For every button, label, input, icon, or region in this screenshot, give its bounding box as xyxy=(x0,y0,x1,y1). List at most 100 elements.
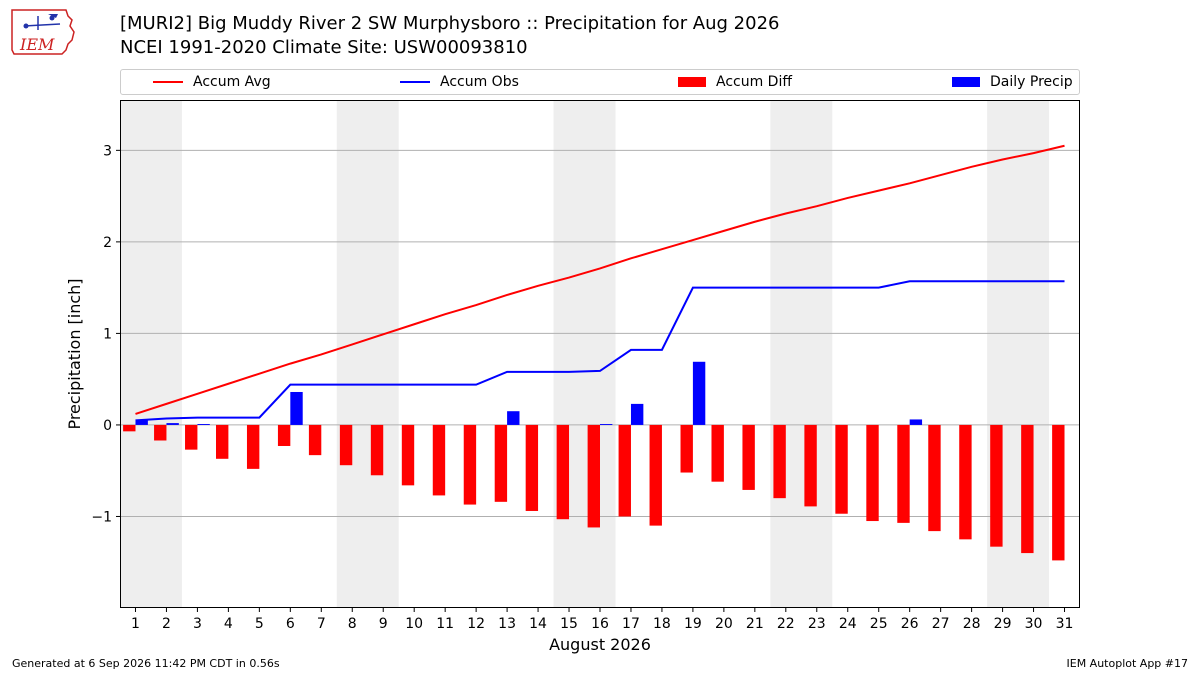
xtick-label-3: 3 xyxy=(193,616,202,632)
legend-label-accum-obs: Accum Obs xyxy=(440,74,519,90)
daily-bar-day-19 xyxy=(692,361,706,425)
xtick-label-17: 17 xyxy=(622,616,640,632)
xtick-label-25: 25 xyxy=(870,616,888,632)
xtick-label-12: 12 xyxy=(467,616,485,632)
xtick-label-23: 23 xyxy=(808,616,826,632)
legend-label-accum-avg: Accum Avg xyxy=(193,74,271,90)
legend-swatch-accum-obs xyxy=(400,81,430,83)
diff-bar-day-31 xyxy=(1052,424,1065,561)
diff-bar-day-22 xyxy=(773,424,786,499)
xtick-label-20: 20 xyxy=(715,616,733,632)
weekend-band-4 xyxy=(770,100,833,608)
xtick-label-2: 2 xyxy=(162,616,171,632)
legend-label-daily-precip: Daily Precip xyxy=(990,74,1073,90)
footer-app: IEM Autoplot App #17 xyxy=(1066,657,1189,670)
xtick-label-24: 24 xyxy=(839,616,857,632)
legend-item-accum-avg: Accum Avg xyxy=(153,74,271,90)
iowa-map-icon: IEM xyxy=(11,9,75,55)
chart-subtitle: NCEI 1991-2020 Climate Site: USW00093810 xyxy=(120,37,528,58)
diff-bar-day-29 xyxy=(990,424,1003,547)
legend-label-accum-diff: Accum Diff xyxy=(716,74,793,90)
legend-swatch-accum-avg xyxy=(153,81,183,83)
legend-item-accum-diff: Accum Diff xyxy=(678,74,792,90)
legend-swatch-daily-precip xyxy=(952,77,980,87)
xtick-label-29: 29 xyxy=(994,616,1012,632)
chart-title: [MURI2] Big Muddy River 2 SW Murphysboro… xyxy=(120,13,780,34)
diff-bar-day-1 xyxy=(123,424,136,432)
diff-bar-day-19 xyxy=(680,424,693,473)
diff-bar-day-27 xyxy=(928,424,941,532)
diff-bar-day-23 xyxy=(804,424,817,507)
xtick-label-30: 30 xyxy=(1025,616,1043,632)
diff-bar-day-4 xyxy=(216,424,229,459)
xtick-label-27: 27 xyxy=(932,616,950,632)
footer-generated: Generated at 6 Sep 2026 11:42 PM CDT in … xyxy=(12,657,280,670)
weekend-band-1 xyxy=(120,100,182,608)
xtick-label-14: 14 xyxy=(529,616,547,632)
diff-bar-day-7 xyxy=(308,424,322,456)
daily-bar-day-2 xyxy=(166,423,179,425)
diff-bar-day-13 xyxy=(494,424,508,502)
diff-bar-day-12 xyxy=(463,424,477,505)
diff-bar-day-11 xyxy=(432,424,446,496)
diff-bar-day-9 xyxy=(370,424,384,476)
xtick-label-6: 6 xyxy=(286,616,295,632)
xtick-label-9: 9 xyxy=(379,616,388,632)
diff-bar-day-8 xyxy=(339,424,353,466)
xtick-label-5: 5 xyxy=(255,616,264,632)
xtick-label-10: 10 xyxy=(405,616,423,632)
xtick-label-26: 26 xyxy=(901,616,919,632)
diff-bar-day-15 xyxy=(556,424,570,520)
diff-bar-day-25 xyxy=(866,424,879,522)
diff-bar-day-10 xyxy=(401,424,415,486)
ytick-label-0: 0 xyxy=(103,418,112,434)
daily-bar-day-13 xyxy=(507,411,520,425)
legend-item-daily-precip: Daily Precip xyxy=(952,74,1073,90)
legend-swatch-accum-diff xyxy=(678,77,706,87)
y-axis-ticks: −1 0 1 2 3 xyxy=(91,143,120,525)
diff-bar-day-28 xyxy=(959,424,972,540)
daily-bar-day-26 xyxy=(909,419,923,425)
diff-bar-day-6 xyxy=(277,424,291,446)
xtick-label-21: 21 xyxy=(746,616,764,632)
ytick-label-1: 1 xyxy=(103,326,112,342)
daily-bar-day-17 xyxy=(630,403,644,425)
accum-avg-line xyxy=(135,144,1065,415)
xtick-label-11: 11 xyxy=(436,616,454,632)
xtick-label-16: 16 xyxy=(591,616,609,632)
diff-bar-day-26 xyxy=(897,424,910,523)
xtick-label-15: 15 xyxy=(560,616,578,632)
accum-lines xyxy=(135,144,1065,422)
diff-bar-day-20 xyxy=(711,424,724,482)
diff-bar-day-16 xyxy=(587,424,600,528)
weekend-band-3 xyxy=(553,100,616,608)
diff-bar-day-21 xyxy=(742,424,755,490)
diff-bar-day-24 xyxy=(835,424,848,514)
x-axis-label: August 2026 xyxy=(549,635,651,654)
diff-bar-day-5 xyxy=(246,424,260,469)
xtick-label-19: 19 xyxy=(684,616,702,632)
accum-obs-line xyxy=(135,280,1065,422)
ytick-label-2: 2 xyxy=(103,235,112,251)
diff-bar-day-18 xyxy=(649,424,662,526)
xtick-label-28: 28 xyxy=(963,616,981,632)
daily-precip-bars xyxy=(135,361,923,425)
diff-bar-day-2 xyxy=(154,424,167,441)
diff-bar-day-3 xyxy=(185,424,198,450)
x-axis-ticks: 1 2 3 4 5 6 7 8 9 10 11 12 13 14 15 16 17 18 19 20 21 22 23 24 2… xyxy=(131,608,1073,632)
xtick-label-13: 13 xyxy=(498,616,516,632)
daily-bar-day-6 xyxy=(290,391,303,425)
daily-bar-day-3 xyxy=(197,424,210,425)
xtick-label-8: 8 xyxy=(348,616,357,632)
plot-frame xyxy=(120,100,1080,608)
xtick-label-1: 1 xyxy=(131,616,140,632)
legend: Accum Avg Accum Obs Accum Diff Daily Pre… xyxy=(120,69,1080,95)
xtick-label-22: 22 xyxy=(777,616,795,632)
weekend-band-2 xyxy=(336,100,399,608)
accum-diff-bars xyxy=(123,424,1065,561)
ytick-label--1: −1 xyxy=(91,509,112,525)
diff-bar-day-14 xyxy=(525,424,539,511)
diff-bar-day-17 xyxy=(618,424,631,517)
weekend-shading xyxy=(120,100,1050,608)
